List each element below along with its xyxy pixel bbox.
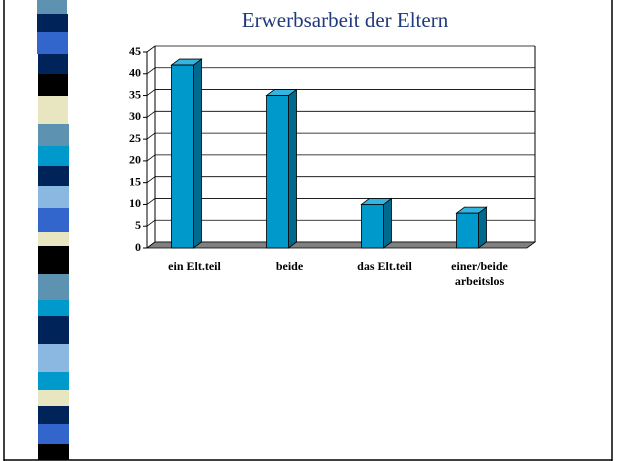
x-tick-label: beide xyxy=(275,259,304,273)
grid-line xyxy=(146,89,156,96)
bar xyxy=(266,95,289,249)
y-tick-label: 45 xyxy=(129,44,141,58)
y-tick-label: 10 xyxy=(129,196,141,210)
grid-line xyxy=(146,198,156,205)
y-tick-label: 0 xyxy=(135,240,141,254)
x-tick-label: einer/beide arbeitslos xyxy=(451,259,508,288)
grid-line xyxy=(146,132,156,140)
grid-line xyxy=(146,111,156,118)
bar-side xyxy=(383,197,392,249)
decor-stripes xyxy=(37,0,69,460)
grid-line xyxy=(146,176,156,183)
y-tick-label: 30 xyxy=(129,109,141,123)
y-tick-label: 15 xyxy=(129,174,141,188)
floor xyxy=(145,241,537,249)
x-tick-label: ein Elt.teil xyxy=(168,259,221,273)
grid-line xyxy=(146,154,156,162)
y-tick-label: 5 xyxy=(135,218,141,232)
slide-border xyxy=(3,0,613,461)
grid-line xyxy=(146,219,156,227)
bar xyxy=(361,204,384,249)
bar-side xyxy=(193,58,202,249)
x-tick-label: das Elt.teil xyxy=(357,259,412,273)
bar-side xyxy=(288,88,297,249)
y-tick-label: 20 xyxy=(129,153,141,167)
y-tick-label: 40 xyxy=(129,66,141,80)
chart-title: Erwerbsarbeit der Eltern xyxy=(242,8,449,32)
grid-line xyxy=(146,45,156,53)
y-tick-label: 35 xyxy=(129,87,141,101)
grid-line xyxy=(146,67,156,75)
bar xyxy=(456,212,479,249)
y-tick-label: 25 xyxy=(129,131,141,145)
bar-side xyxy=(478,206,487,249)
bar xyxy=(171,64,194,249)
